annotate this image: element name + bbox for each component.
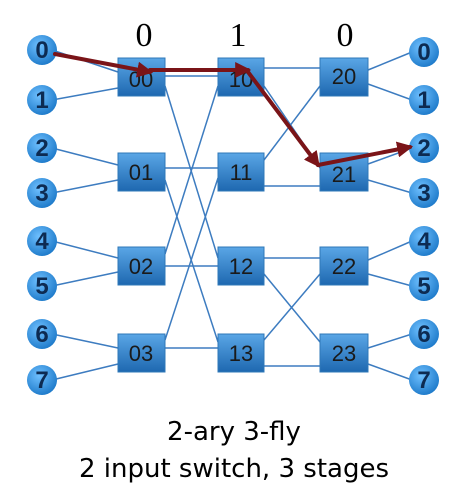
input-label: 2 xyxy=(35,135,48,162)
switch-label: 22 xyxy=(332,254,356,279)
input-label: 5 xyxy=(35,273,48,300)
wire-in2-01 xyxy=(51,147,119,166)
switch-20: 20 xyxy=(319,57,369,97)
output-label: 4 xyxy=(417,228,431,255)
wire-in3-01 xyxy=(51,179,119,194)
input-3: 3 xyxy=(27,178,57,208)
switch-00: 00 xyxy=(117,57,166,97)
output-3: 3 xyxy=(409,178,439,208)
wire-03-11 xyxy=(164,177,219,341)
input-label: 1 xyxy=(35,87,48,114)
output-5: 5 xyxy=(409,271,439,301)
output-terminals: 0 1 2 3 4 5 6 7 xyxy=(409,37,439,395)
input-label: 7 xyxy=(35,367,48,394)
input-4: 4 xyxy=(27,226,57,256)
wire-11-20 xyxy=(263,85,321,161)
wire-22-out4 xyxy=(367,240,413,261)
wire-02-10 xyxy=(164,85,219,255)
switch-11: 11 xyxy=(217,152,265,192)
input-label: 0 xyxy=(35,37,48,64)
wire-in4-02 xyxy=(51,240,119,259)
switch-label: 23 xyxy=(332,341,356,366)
switch-12: 12 xyxy=(217,246,265,286)
output-label: 3 xyxy=(417,180,430,207)
caption-line-1: 2-ary 3-fly xyxy=(167,417,301,447)
output-4: 4 xyxy=(409,226,439,256)
output-label: 0 xyxy=(417,39,430,66)
input-7: 7 xyxy=(27,365,57,395)
wire-23-out6 xyxy=(367,333,413,349)
stage-digit-2: 1 xyxy=(230,17,247,54)
output-label: 5 xyxy=(417,273,430,300)
wire-20-out1 xyxy=(367,83,413,101)
wire-in7-03 xyxy=(51,363,119,381)
input-label: 3 xyxy=(35,180,48,207)
switch-10: 10 xyxy=(217,57,265,97)
input-0: 0 xyxy=(27,35,57,65)
output-7: 7 xyxy=(409,365,439,395)
wire-20-out0 xyxy=(367,51,413,71)
wire-13-22 xyxy=(263,273,321,341)
switch-label: 01 xyxy=(129,160,153,185)
output-2: 2 xyxy=(409,133,439,163)
switch-label: 13 xyxy=(229,341,253,366)
output-1: 1 xyxy=(409,85,439,115)
wire-22-out5 xyxy=(367,273,413,287)
input-terminals: 0 1 2 3 4 5 6 7 xyxy=(27,35,57,395)
switch-13: 13 xyxy=(217,333,265,373)
switch-03: 03 xyxy=(117,333,166,373)
switch-23: 23 xyxy=(319,333,369,373)
wires xyxy=(51,49,413,381)
route-arrow-3 xyxy=(246,70,320,168)
input-1: 1 xyxy=(27,85,57,115)
switch-label: 03 xyxy=(129,341,153,366)
wire-in6-03 xyxy=(51,333,119,349)
stage-digit-3: 0 xyxy=(337,17,354,54)
wire-23-out7 xyxy=(367,363,413,381)
switch-label: 12 xyxy=(229,254,253,279)
switch-22: 22 xyxy=(319,246,369,286)
wire-in1-00 xyxy=(51,87,119,101)
route-arrow-4 xyxy=(316,141,414,167)
switch-label: 11 xyxy=(230,160,253,185)
route-path xyxy=(53,52,414,168)
wire-in5-02 xyxy=(51,271,119,287)
caption-line-2: 2 input switch, 3 stages xyxy=(79,454,389,484)
output-label: 1 xyxy=(417,87,430,114)
switch-label: 02 xyxy=(129,254,153,279)
input-label: 6 xyxy=(35,321,48,348)
switch-01: 01 xyxy=(117,152,166,192)
output-6: 6 xyxy=(409,319,439,349)
output-label: 7 xyxy=(417,367,430,394)
switch-label: 20 xyxy=(332,64,356,89)
input-5: 5 xyxy=(27,271,57,301)
output-0: 0 xyxy=(409,37,439,67)
output-label: 2 xyxy=(417,135,430,162)
switch-label: 21 xyxy=(332,162,356,187)
input-6: 6 xyxy=(27,319,57,349)
switch-02: 02 xyxy=(117,246,166,286)
stage-digit-1: 0 xyxy=(136,17,153,54)
wire-21-out3 xyxy=(367,179,413,194)
input-label: 4 xyxy=(35,228,49,255)
input-2: 2 xyxy=(27,133,57,163)
route-arrow-1 xyxy=(53,52,154,78)
output-label: 6 xyxy=(417,321,430,348)
